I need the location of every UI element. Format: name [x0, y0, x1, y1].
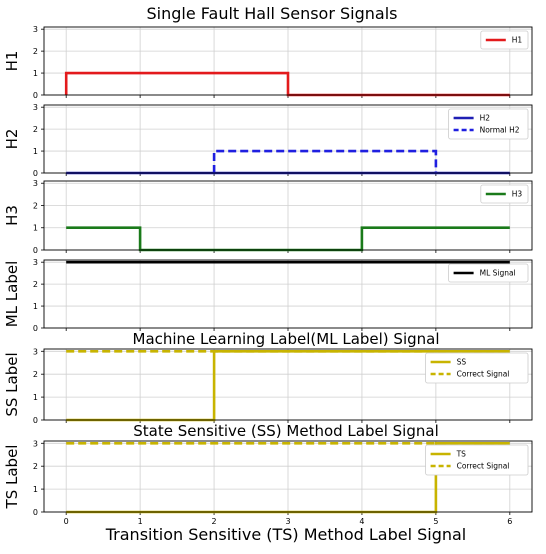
legend-label: ML Signal: [480, 269, 516, 278]
series-line-normal-h2: [212, 149, 438, 173]
legend: H2 Normal H2: [448, 108, 529, 140]
legend-label: Normal H2: [480, 126, 520, 135]
legend: ML Signal: [448, 263, 529, 283]
y-axis-label: ML Label: [3, 261, 21, 328]
y-tick-label: 1: [33, 147, 38, 156]
x-axis-label: Transition Sensitive (TS) Method Label S…: [105, 525, 467, 544]
legend: H3: [480, 184, 529, 204]
panel-4: 0 1 2 3 ML Label ML Signal Machine Learning La…: [3, 258, 533, 348]
y-tick-label: 3: [33, 179, 38, 188]
y-tick-label: 3: [33, 439, 38, 448]
legend-label: H1: [512, 36, 523, 45]
y-axis-label: H3: [3, 205, 21, 226]
y-axis-label: H2: [3, 129, 21, 150]
y-axis-label: H1: [3, 51, 21, 72]
legend-label: TS: [456, 450, 467, 459]
legend-label: SS: [457, 358, 467, 367]
panel-3: 0 1 2 3 H3 H3: [3, 179, 533, 255]
y-tick-label: 2: [33, 280, 38, 289]
x-tick-label: 5: [433, 517, 438, 526]
y-tick-label: 2: [33, 125, 38, 134]
y-tick-label: 0: [33, 246, 38, 255]
y-tick-label: 1: [33, 302, 38, 311]
x-tick-label: 6: [507, 517, 512, 526]
panel-frame: [43, 348, 533, 421]
panel-subtitle: State Sensitive (SS) Method Label Signal: [133, 422, 439, 440]
y-tick-label: 0: [33, 169, 38, 178]
x-tick-label: 3: [285, 517, 290, 526]
y-tick-label: 1: [33, 393, 38, 402]
x-tick-label: 1: [138, 517, 143, 526]
y-tick-label: 3: [33, 347, 38, 356]
panel-frame: [43, 180, 533, 251]
legend-label: Correct Signal: [457, 370, 510, 379]
y-tick-label: 1: [33, 485, 38, 494]
panel-1: 0 1 2 3 H1 H1: [3, 25, 533, 100]
y-tick-label: 0: [33, 324, 38, 333]
x-tick-label: 4: [359, 517, 364, 526]
panel-2: 0 1 2 3 H2 H2 Normal H2: [3, 103, 533, 178]
y-tick-label: 3: [33, 25, 38, 34]
legend: SS Correct Signal: [425, 352, 529, 384]
panel-frame: [43, 104, 533, 174]
y-tick-label: 3: [33, 258, 38, 267]
y-tick-label: 1: [33, 224, 38, 233]
panel-5: 0 1 2 3 SS Label SS Correct Signal State Sensit…: [3, 347, 533, 440]
legend-box: [448, 108, 529, 140]
y-tick-label: 0: [33, 508, 38, 517]
x-tick-label: 0: [64, 517, 69, 526]
panel-frame: [43, 440, 533, 513]
y-tick-label: 2: [33, 462, 38, 471]
x-tick-label: 2: [212, 517, 217, 526]
panel-6: 0 1 2 3 TS Label TS Correct Signal: [3, 439, 533, 517]
legend-box: [448, 263, 529, 283]
y-tick-label: 0: [33, 91, 38, 100]
y-tick-label: 2: [33, 47, 38, 56]
y-tick-label: 3: [33, 103, 38, 112]
y-tick-label: 2: [33, 370, 38, 379]
panel-frame: [43, 259, 533, 329]
y-tick-label: 0: [33, 416, 38, 425]
chart-title: Single Fault Hall Sensor Signals: [147, 4, 398, 23]
legend: TS Correct Signal: [425, 444, 529, 476]
legend-box: [425, 352, 529, 384]
y-tick-label: 2: [33, 201, 38, 210]
legend-label: H2: [480, 114, 491, 123]
legend: H1: [480, 30, 529, 50]
y-axis-label: SS Label: [3, 352, 21, 416]
legend-label: H3: [512, 190, 523, 199]
legend-box: [425, 444, 529, 476]
y-axis-label: TS Label: [3, 445, 21, 510]
panel-subtitle: Machine Learning Label(ML Label) Signal: [133, 330, 440, 348]
legend-label: Correct Signal: [457, 462, 510, 471]
y-tick-label: 1: [33, 69, 38, 78]
panel-frame: [43, 26, 533, 96]
